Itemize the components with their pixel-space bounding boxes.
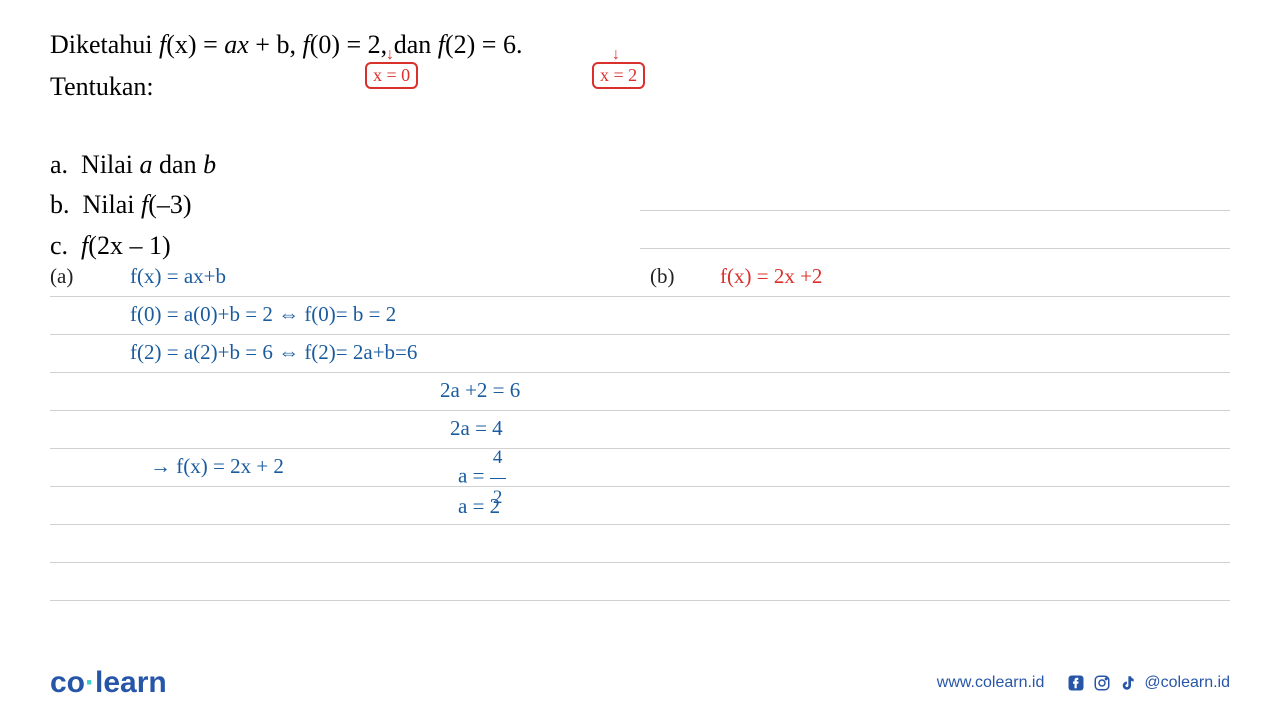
- b-text1: Nilai: [83, 190, 142, 219]
- work-a2: f(0) = a(0)+b = 2 ⇔ f(0)= b = 2: [130, 302, 396, 327]
- f2-f: f: [438, 30, 445, 59]
- logo: co·learn: [50, 666, 167, 700]
- a-text2: a: [140, 150, 153, 179]
- rule-line: [50, 410, 1230, 411]
- text-diketahui: Diketahui: [50, 30, 159, 59]
- work-a-label: (a): [50, 264, 73, 289]
- f0-f: f: [302, 30, 309, 59]
- b-text3: (–3): [148, 190, 191, 219]
- work-b1: f(x) = 2x +2: [720, 264, 822, 289]
- logo-learn: learn: [95, 666, 167, 699]
- f0-arg: (0) = 2,: [310, 30, 387, 59]
- rule-line: [50, 562, 1230, 563]
- social-group: @colearn.id: [1066, 673, 1230, 693]
- rule-line: [50, 600, 1230, 601]
- footer-right: www.colearn.id @colearn.id: [937, 673, 1230, 693]
- instagram-icon: [1092, 673, 1112, 693]
- rule-line: [640, 210, 1230, 211]
- work-a5: 2a = 4: [450, 416, 503, 441]
- fraction-line-icon: [490, 478, 506, 479]
- rule-line: [640, 248, 1230, 249]
- ax: ax: [224, 30, 249, 59]
- rule-line: [50, 524, 1230, 525]
- c-prefix: c.: [50, 231, 68, 260]
- c-text2: (2x – 1): [88, 231, 170, 260]
- work-a7: a = 2: [458, 494, 500, 519]
- work-b-label: (b): [650, 264, 675, 289]
- plus-b: + b,: [249, 30, 303, 59]
- list-item-a: a. Nilai a dan b: [50, 145, 1230, 185]
- f2-arg: (2) = 6.: [445, 30, 522, 59]
- red-box-x2: x = 2: [592, 62, 645, 89]
- page: Diketahui f(x) = ax + b, f(0) = 2, dan f…: [0, 0, 1280, 720]
- rule-line: [50, 448, 1230, 449]
- a-text3: dan: [153, 150, 204, 179]
- a6-num: 4: [490, 448, 506, 467]
- logo-co: co: [50, 666, 85, 699]
- work-a1: f(x) = ax+b: [130, 264, 226, 289]
- facebook-icon: [1066, 673, 1086, 693]
- list-item-b: b. Nilai f(–3): [50, 185, 1230, 225]
- social-handle: @colearn.id: [1144, 674, 1230, 692]
- dan: dan: [387, 30, 438, 59]
- rule-line: [50, 296, 1230, 297]
- a-prefix: a.: [50, 150, 68, 179]
- work-a4: 2a +2 = 6: [440, 378, 520, 403]
- problem-line1: Diketahui f(x) = ax + b, f(0) = 2, dan f…: [50, 24, 1230, 66]
- work-a-result: → f(x) = 2x + 2: [150, 454, 284, 479]
- red-box-x0: x = 0: [365, 62, 418, 89]
- b-prefix: b.: [50, 190, 70, 219]
- tiktok-icon: [1118, 673, 1138, 693]
- list-item-c: c. f(2x – 1): [50, 226, 1230, 266]
- logo-dot-icon: ·: [85, 666, 95, 699]
- work-a3: f(2) = a(2)+b = 6 ⇔ f(2)= 2a+b=6: [130, 340, 417, 365]
- rule-line: [50, 372, 1230, 373]
- a-text4: b: [203, 150, 216, 179]
- rule-line: [50, 334, 1230, 335]
- footer-url: www.colearn.id: [937, 674, 1045, 692]
- a6-lhs: a =: [458, 463, 490, 487]
- fx-arg: (x) =: [166, 30, 224, 59]
- rule-line: [50, 486, 1230, 487]
- a-text1: Nilai: [81, 150, 140, 179]
- footer: co·learn www.colearn.id @colearn.id: [50, 666, 1230, 700]
